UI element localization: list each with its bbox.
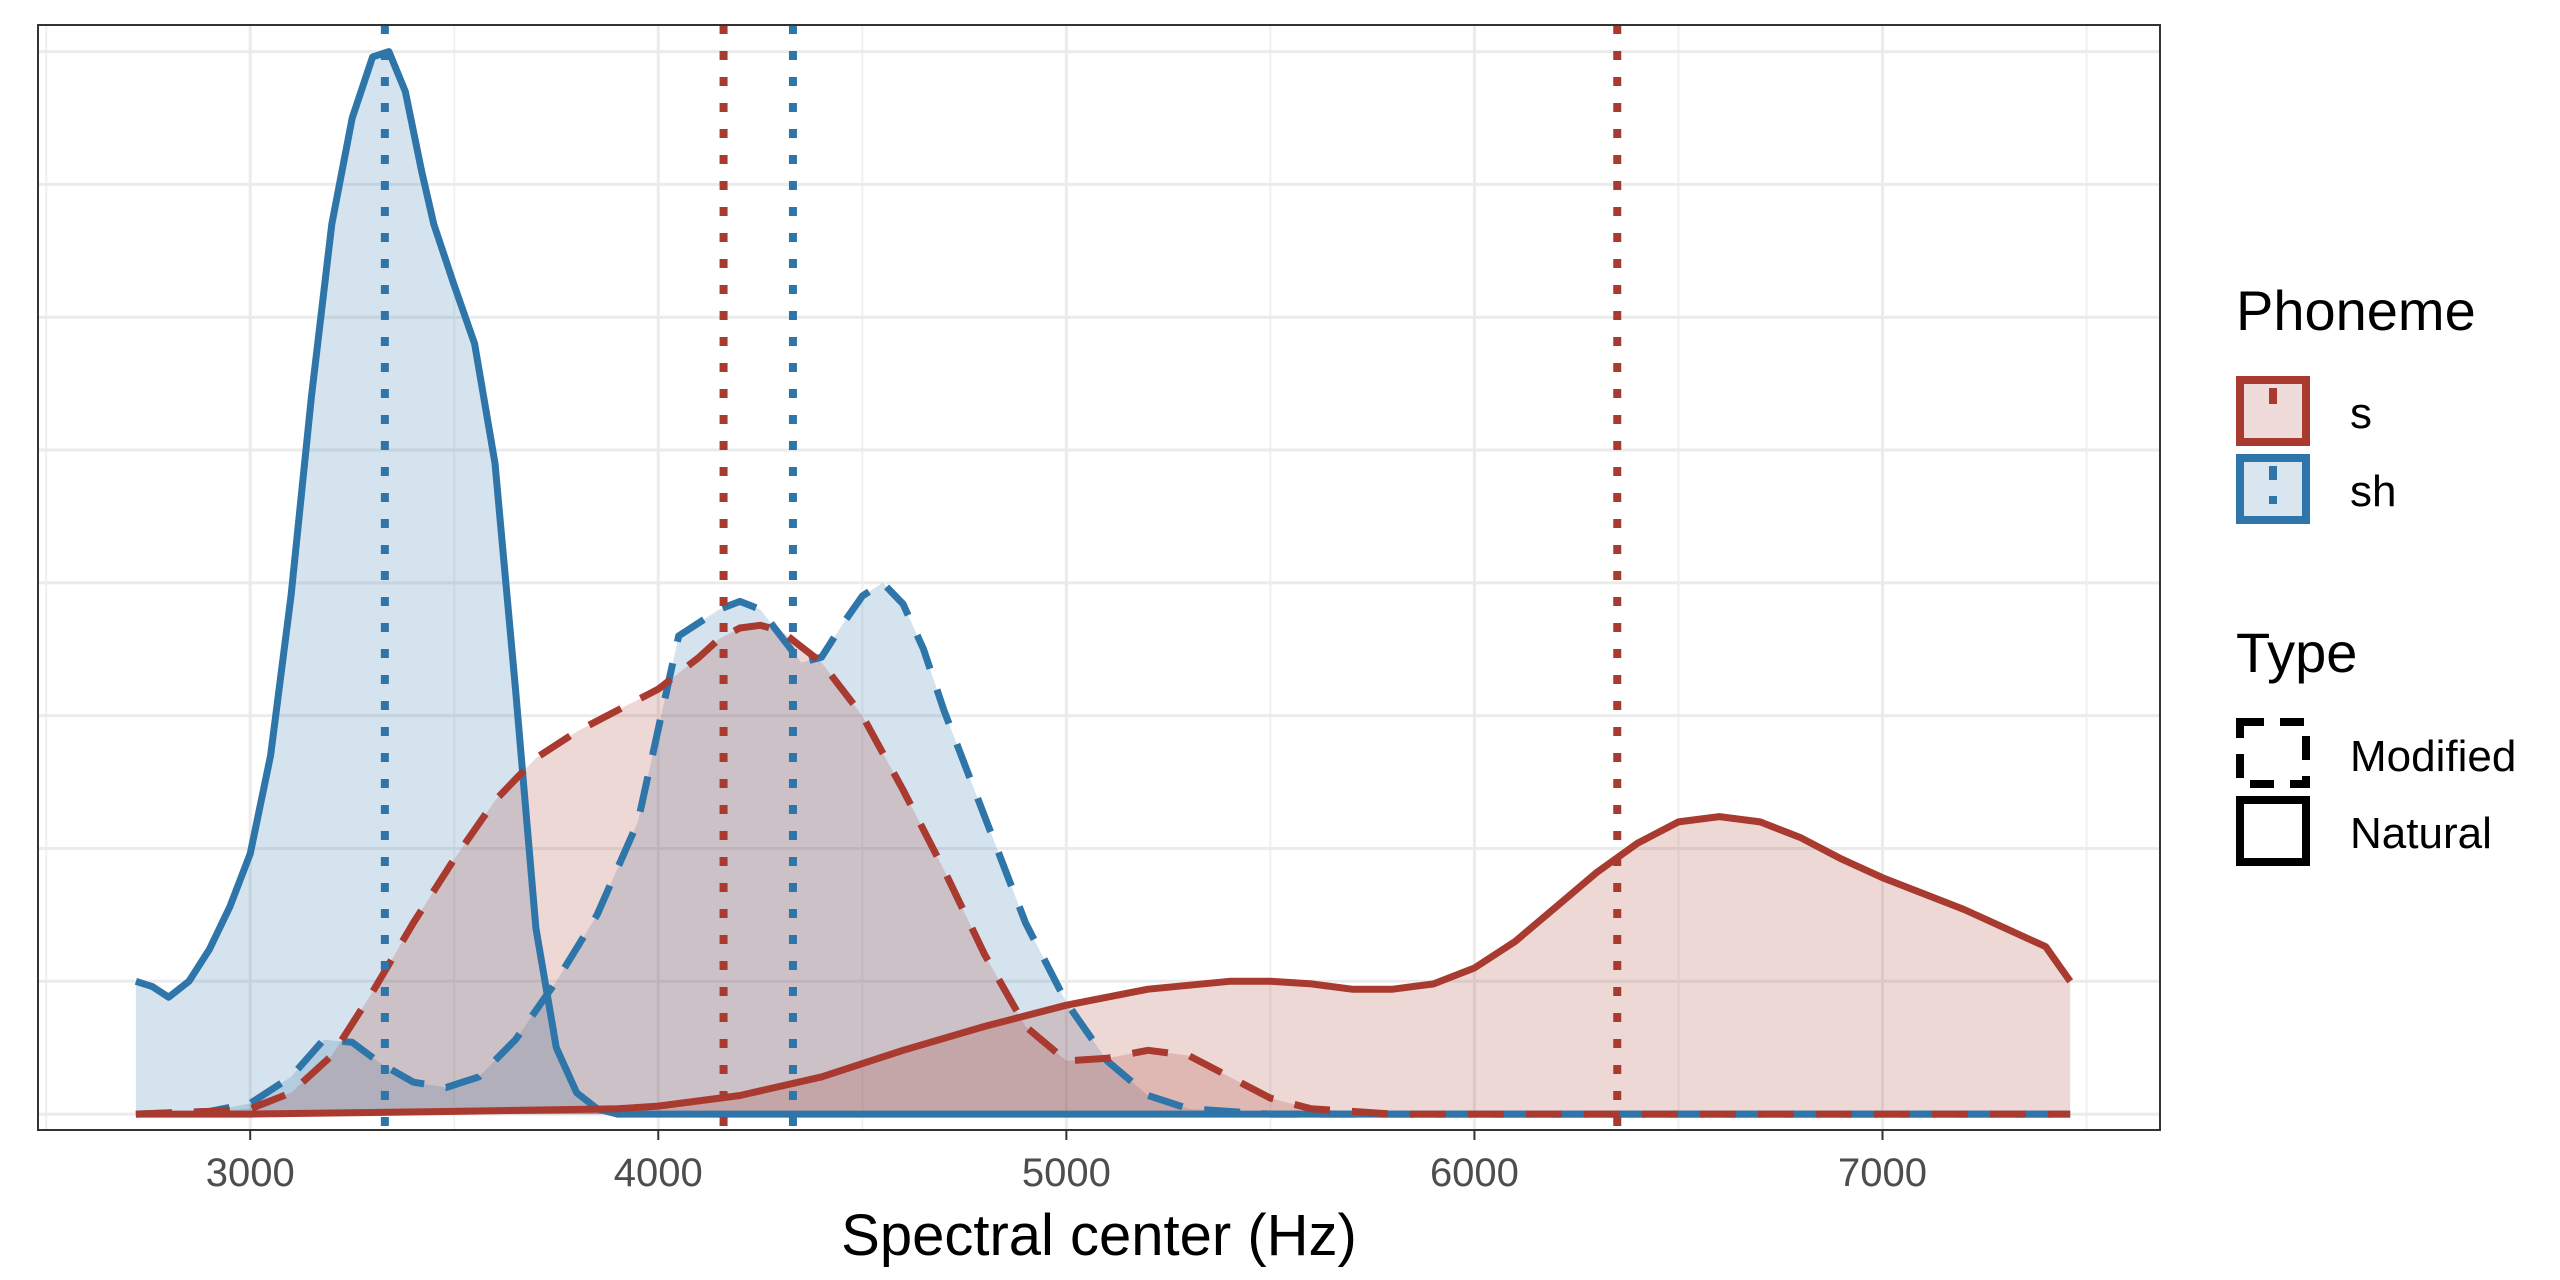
x-tick-label: 3000: [206, 1151, 295, 1195]
x-tick-label: 7000: [1838, 1151, 1927, 1195]
density-line-sh-natural: [134, 48, 2071, 1118]
x-axis-title: Spectral center (Hz): [841, 1203, 1357, 1268]
legend-label-modified: Modified: [2350, 732, 2516, 781]
legend-key-s: [2236, 376, 2310, 446]
legend-phoneme-title: Phoneme: [2236, 279, 2476, 342]
density-areas: [135, 51, 2071, 1115]
density-lines: [134, 48, 2074, 1118]
legend-key-natural: [2236, 796, 2310, 866]
x-tick-label: 4000: [614, 1151, 703, 1195]
x-tick-label: 5000: [1022, 1151, 1111, 1195]
legend-key-modified: [2236, 718, 2310, 788]
density-area-s-natural: [135, 816, 2071, 1115]
x-axis-ticks: 3000 4000 5000 6000 7000: [206, 1130, 1927, 1195]
density-area-sh-natural: [135, 51, 2071, 1115]
plot-panel: [38, 25, 2160, 1130]
legend-swatch-natural: [2236, 796, 2310, 866]
legend-key-sh: [2236, 454, 2310, 524]
legend-swatch-modified: [2236, 718, 2310, 788]
legend-type-title: Type: [2236, 621, 2357, 684]
plot-border: [37, 24, 2161, 1131]
legend-label-natural: Natural: [2350, 809, 2492, 858]
density-area-sh-modified: [135, 582, 2071, 1115]
legend-label-sh: sh: [2350, 467, 2396, 516]
legend-label-s: s: [2350, 389, 2372, 438]
x-tick-label: 6000: [1430, 1151, 1519, 1195]
density-area-s-modified: [135, 625, 2071, 1115]
mean-lines: [380, 25, 1622, 1130]
density-line-s-natural: [135, 813, 2074, 1118]
legend: Phoneme s sh Type Modified Natural: [2236, 279, 2516, 866]
density-line-s-modified: [135, 621, 2071, 1118]
